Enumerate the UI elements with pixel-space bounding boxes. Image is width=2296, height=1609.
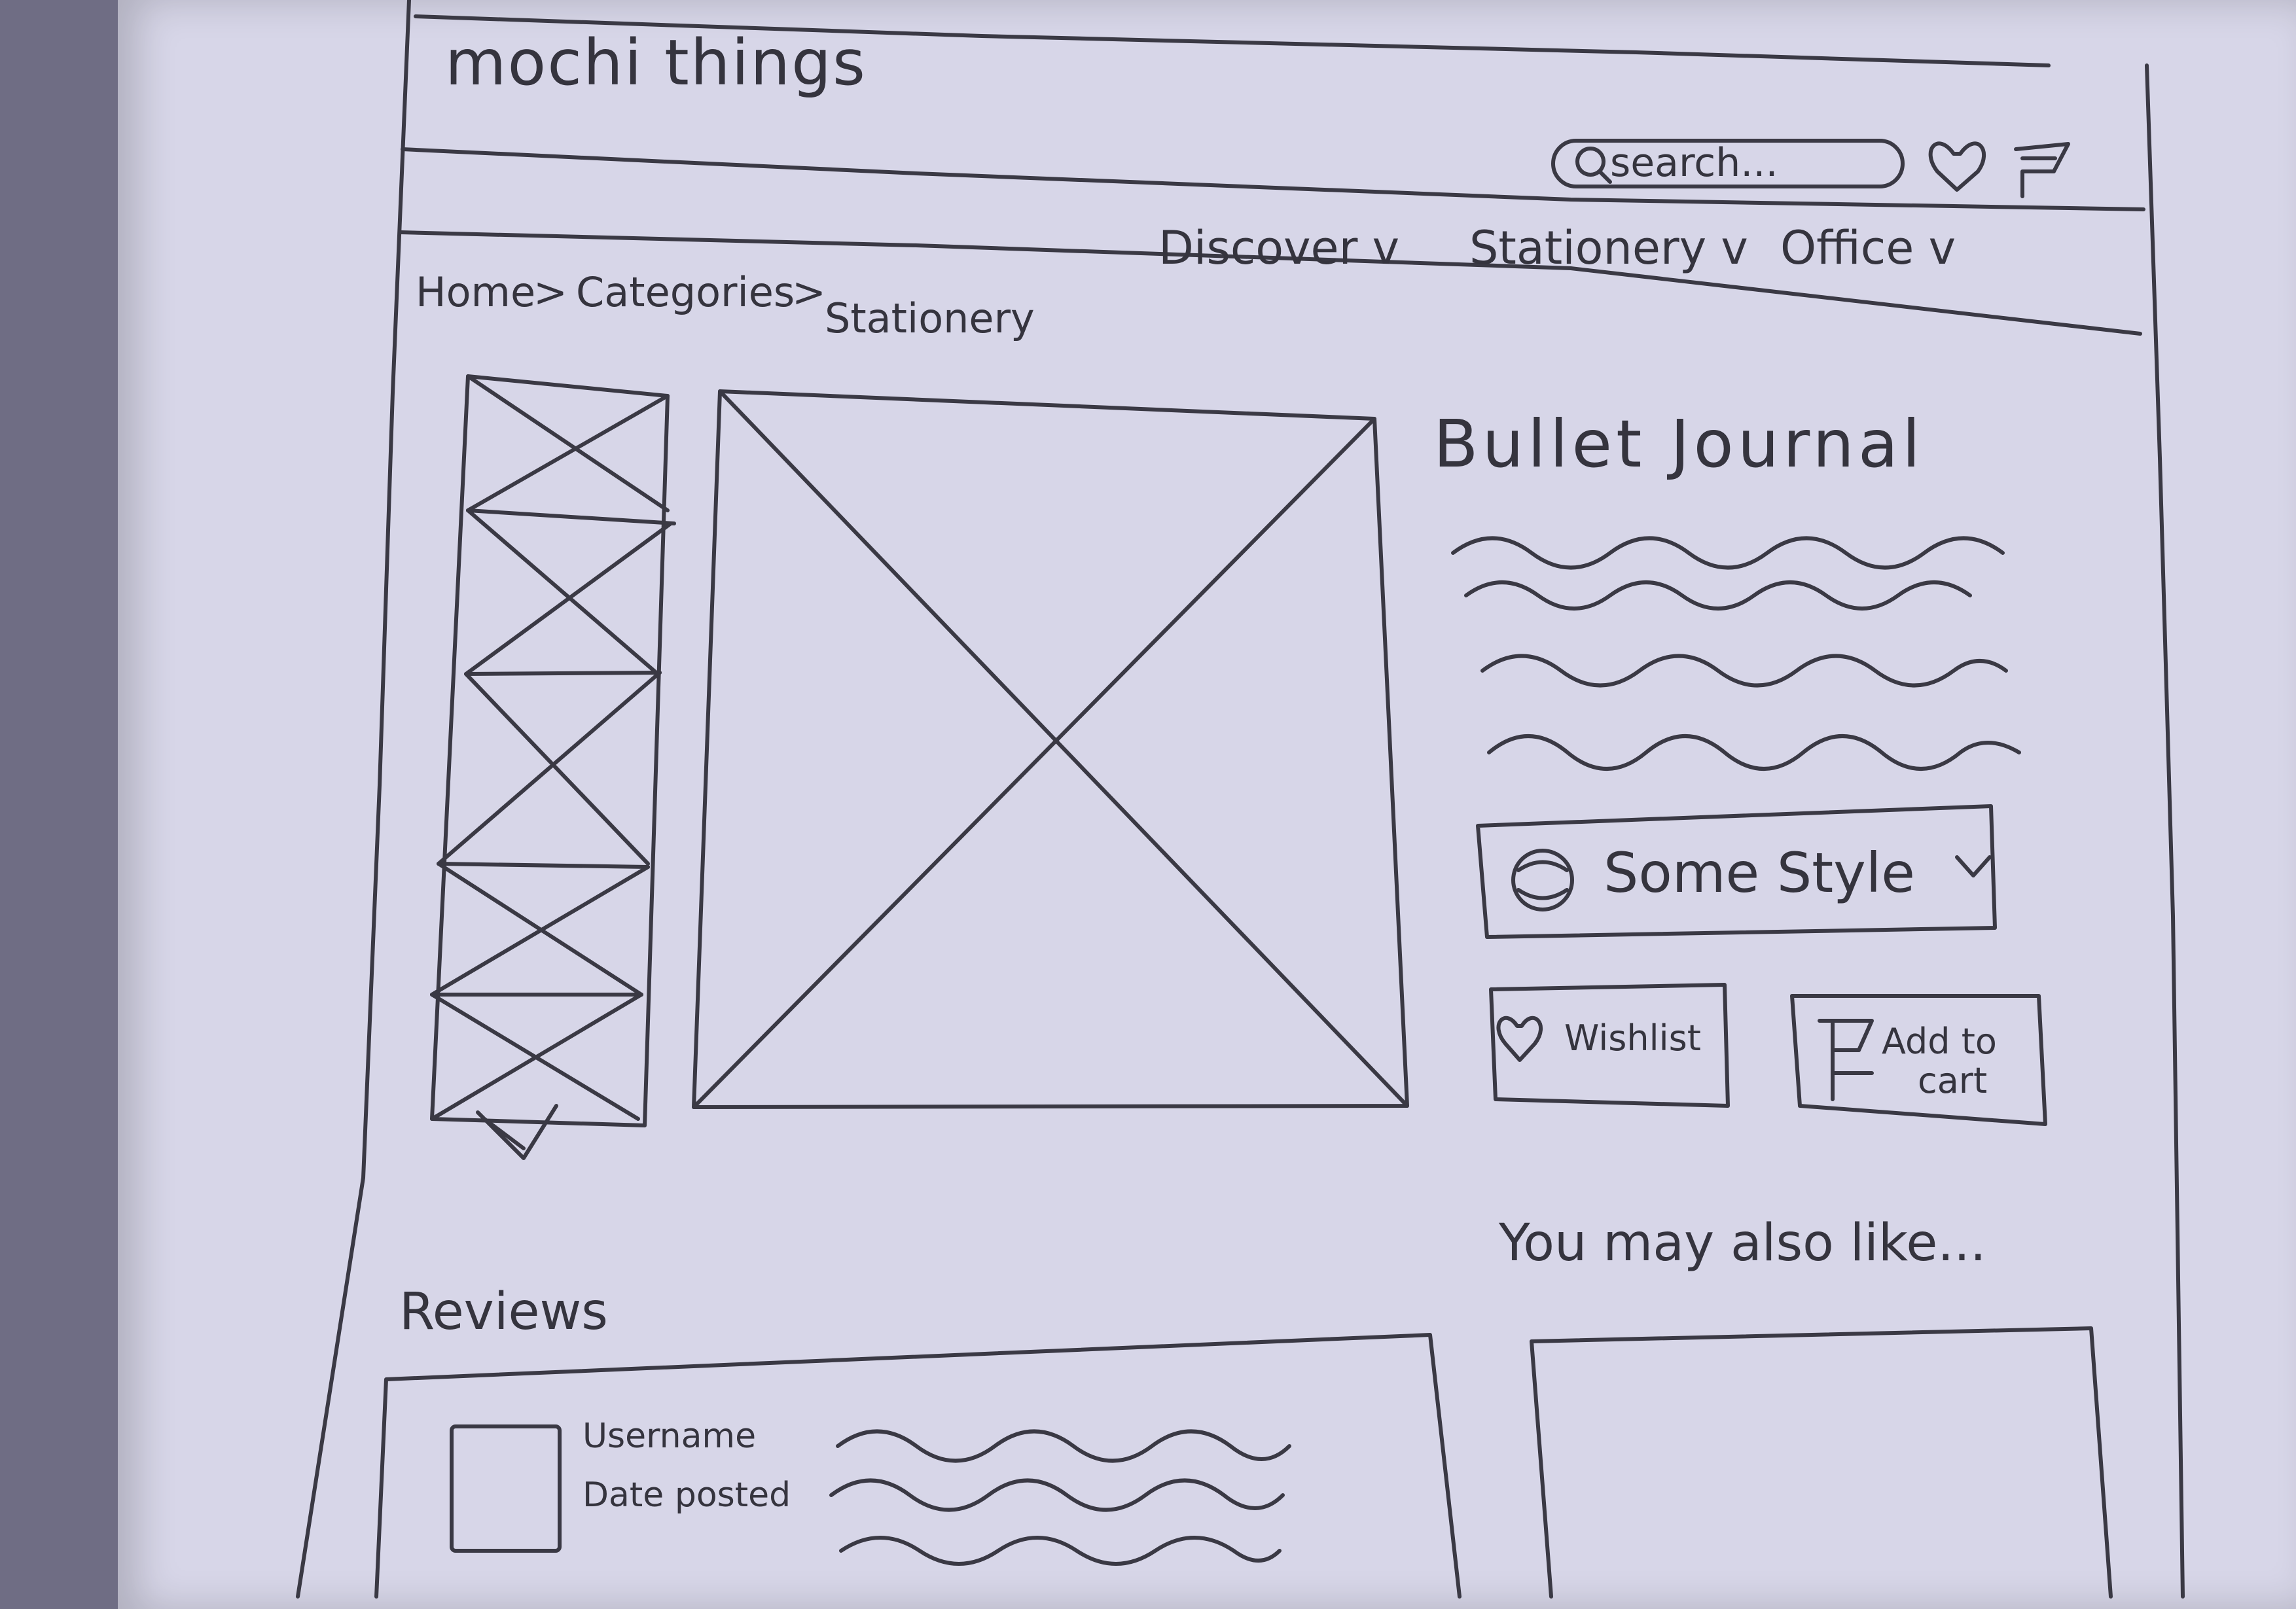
browser-frame [296,0,2185,1599]
breadcrumb-categories[interactable]: Categories [576,268,795,316]
thumbnail-strip [430,374,676,1160]
header-divider-2 [399,230,2142,336]
search-placeholder: search... [1610,140,1778,186]
product-description-squiggles [1451,536,2021,771]
nav-item-stationery[interactable]: Stationery v [1469,221,1748,275]
review-date: Date posted [583,1476,791,1515]
reviewer-avatar [450,1424,562,1553]
breadcrumb-separator: > [533,268,567,316]
thumbnail-scroll-down-icon [476,1104,558,1160]
search-input[interactable] [1551,139,1905,188]
style-dropdown-frame [1476,804,1997,939]
wishlist-button[interactable]: Wishlist [1564,1017,1701,1059]
add-to-cart-icon [1818,1019,1874,1101]
add-to-cart-button-line1[interactable]: Add to [1882,1021,1997,1062]
heart-icon [1928,141,1986,192]
wishlist-heart-icon [1496,1016,1543,1062]
breadcrumb-stationery: Stationery [825,294,1035,342]
review-text-squiggles [829,1429,1291,1566]
recommendations-heading: You may also like... [1499,1214,1986,1273]
brand-logo[interactable]: mochi things [445,26,867,99]
header-divider-1 [401,147,2145,211]
style-swatch-icon [1511,849,1574,911]
add-to-cart-button-frame [1790,994,2047,1126]
wishlist-button-frame [1489,983,1730,1108]
search-icon [1575,147,1605,177]
breadcrumb-home[interactable]: Home [416,268,536,316]
sketch-paper [118,0,2296,1609]
review-username: Username [583,1417,757,1456]
add-to-cart-button-line2[interactable]: cart [1918,1060,1988,1101]
reviews-card-frame [374,1333,1462,1599]
style-chevron-icon [1955,855,1992,877]
recommendation-card-frame [1530,1326,2113,1599]
nav-item-discover[interactable]: Discover v [1158,221,1400,275]
top-edge-line [414,14,2051,67]
breadcrumb-separator: > [792,268,826,316]
style-select-value[interactable]: Some Style [1604,841,1915,905]
nav-item-office[interactable]: Office v [1780,221,1956,275]
main-image-placeholder [692,389,1409,1109]
product-title: Bullet Journal [1433,406,1924,482]
cart-icon [2014,142,2070,198]
reviews-heading: Reviews [399,1282,608,1341]
